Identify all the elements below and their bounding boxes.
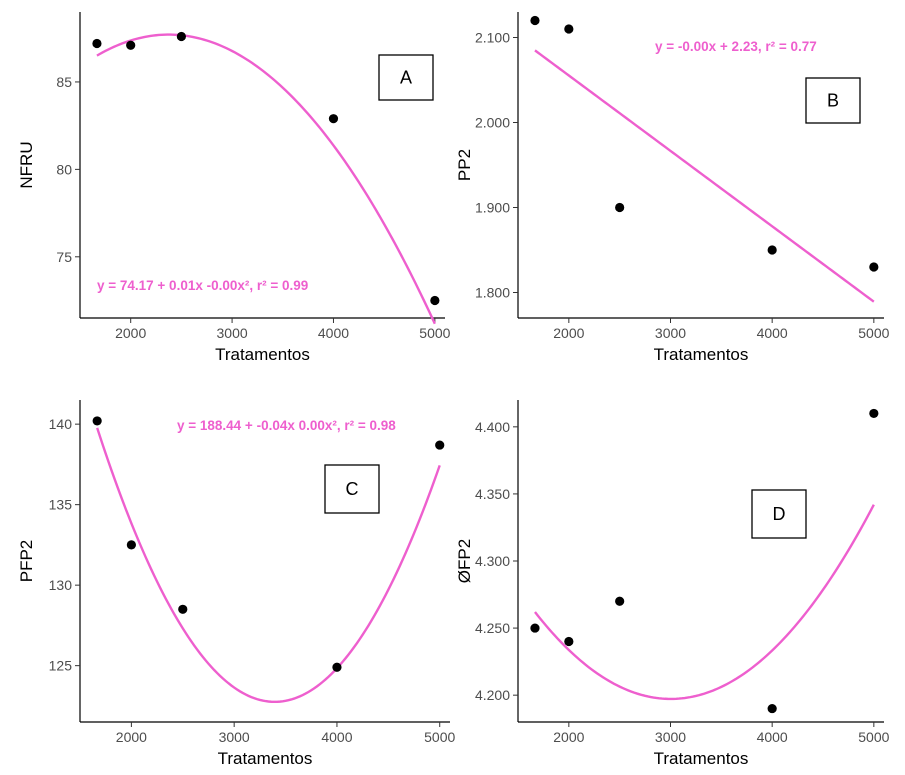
data-point xyxy=(530,15,540,26)
y-tick-label: 75 xyxy=(56,249,72,265)
y-axis-title: PP2 xyxy=(455,149,474,181)
x-tick-label: 3000 xyxy=(655,325,686,341)
x-tick-label: 5000 xyxy=(858,325,889,341)
x-tick-label: 2000 xyxy=(116,729,147,745)
data-point xyxy=(332,662,342,672)
x-axis-title: Tratamentos xyxy=(218,749,313,768)
data-point xyxy=(328,114,339,124)
panel-label: C xyxy=(346,479,359,499)
x-axis-title: Tratamentos xyxy=(654,749,749,768)
x-tick-label: 4000 xyxy=(321,729,352,745)
panel-b: 2000 3000 4000 5000 1.800 1.900 2.000 2.100 Trat… xyxy=(455,12,890,364)
x-tick-label: 5000 xyxy=(419,325,450,341)
y-axis-title: NFRU xyxy=(17,141,36,188)
fit-curve xyxy=(534,49,875,303)
y-tick-label: 4.400 xyxy=(475,419,510,435)
data-point xyxy=(176,31,186,42)
data-point xyxy=(869,408,879,419)
panel-d: 2000 3000 4000 5000 4.200 4.250 4.300 4.350 4.40… xyxy=(455,400,890,768)
panel-label: D xyxy=(773,504,786,524)
y-tick-label: 4.250 xyxy=(475,620,510,636)
x-tick-label: 5000 xyxy=(858,729,889,745)
y-tick-label: 135 xyxy=(49,497,73,513)
x-tick-label: 5000 xyxy=(424,729,455,745)
x-tick-label: 4000 xyxy=(757,325,788,341)
panel-label-box xyxy=(324,464,380,514)
fit-curve xyxy=(534,504,875,701)
y-tick-label: 1.800 xyxy=(475,285,510,301)
y-tick-label: 4.300 xyxy=(475,553,510,569)
data-point xyxy=(869,262,879,272)
fit-curve xyxy=(96,33,436,325)
panel-a: 2000 3000 4000 5000 75 80 85 Tratamentos NFRU y =… xyxy=(17,12,451,364)
panel-label-box xyxy=(378,54,434,101)
y-tick-label: 4.200 xyxy=(475,687,510,703)
y-tick-label: 2.000 xyxy=(475,115,510,131)
x-tick-label: 2000 xyxy=(115,325,146,341)
x-tick-label: 2000 xyxy=(553,325,584,341)
x-tick-label: 3000 xyxy=(217,325,248,341)
panel-c: 2000 3000 4000 5000 125 130 135 140 Tratamentos P… xyxy=(17,400,456,768)
equation-label: y = -0.00x + 2.23, r² = 0.77 xyxy=(655,39,817,54)
equation-label: y = 74.17 + 0.01x -0.00x², r² = 0.99 xyxy=(97,278,308,293)
x-tick-label: 4000 xyxy=(757,729,788,745)
x-axis-title: Tratamentos xyxy=(215,345,310,364)
data-point xyxy=(530,623,540,633)
equation-label: y = 188.44 + -0.04x 0.00x², r² = 0.98 xyxy=(177,418,396,433)
fit-curve xyxy=(96,427,441,704)
y-axis-title: PFP2 xyxy=(17,540,36,583)
panel-label-box xyxy=(751,489,807,539)
data-point xyxy=(615,202,625,213)
data-point xyxy=(92,38,102,49)
x-tick-label: 3000 xyxy=(655,729,686,745)
data-point xyxy=(564,24,574,34)
x-tick-label: 4000 xyxy=(318,325,349,341)
data-point xyxy=(564,636,574,647)
panel-label-box xyxy=(805,77,861,124)
panel-label: B xyxy=(827,91,839,111)
y-tick-label: 130 xyxy=(49,577,73,593)
data-point xyxy=(615,596,625,606)
y-tick-label: 125 xyxy=(49,658,73,674)
data-point xyxy=(435,440,445,450)
y-tick-label: 140 xyxy=(49,416,73,432)
y-tick-label: 1.900 xyxy=(475,200,510,216)
panel-label: A xyxy=(400,68,412,88)
x-tick-label: 3000 xyxy=(219,729,250,745)
y-tick-label: 4.350 xyxy=(475,486,510,502)
y-tick-label: 80 xyxy=(56,161,72,177)
x-axis-title: Tratamentos xyxy=(654,345,749,364)
data-point xyxy=(767,245,777,255)
data-point xyxy=(92,416,102,426)
data-point xyxy=(126,540,136,550)
data-point xyxy=(430,295,440,306)
data-point xyxy=(126,40,136,50)
y-tick-label: 85 xyxy=(56,74,72,90)
data-point xyxy=(767,703,777,714)
y-axis-title: ØFP2 xyxy=(455,539,474,583)
y-tick-label: 2.100 xyxy=(475,30,510,46)
data-point xyxy=(178,604,188,614)
x-tick-label: 2000 xyxy=(553,729,584,745)
